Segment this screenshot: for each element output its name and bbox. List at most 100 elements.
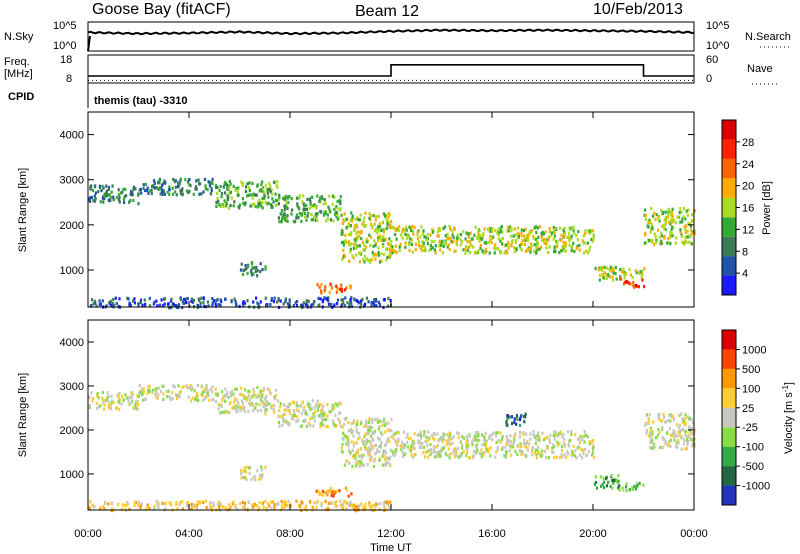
echo-cell [89,185,92,189]
echo-cell [231,502,234,506]
echo-cell [453,227,456,231]
echo-cell [661,234,664,238]
echo-cell [313,415,316,419]
echo-cell [148,390,151,394]
echo-cell [367,420,371,424]
echo-cell [527,238,530,242]
echo-cell [554,430,557,434]
echo-cell [259,390,262,394]
echo-cell [563,453,566,457]
echo-cell [585,453,588,458]
echo-cell [300,213,303,217]
echo-cell [171,186,174,190]
echo-cell [515,248,518,252]
echo-cell [391,225,394,230]
echo-cell [422,229,425,233]
echo-cell [482,435,486,439]
echo-cell [610,269,613,273]
power-colorbar-label: Power [dB] [761,181,773,235]
echo-cell [365,240,368,244]
echo-cell [650,207,653,211]
echo-cell [522,442,526,446]
echo-cell [258,198,261,202]
echo-cell [225,507,228,511]
echo-cell [391,250,394,255]
echo-cell [297,404,300,408]
echo-cell [139,187,142,191]
echo-cell [349,218,352,222]
echo-cell [268,504,271,508]
echo-cell [214,392,218,396]
echo-cell [381,463,384,467]
echo-cell [670,232,673,236]
echo-cell [266,303,269,307]
echo-cell [643,267,646,271]
echo-cell [429,233,432,237]
echo-cell [264,184,267,188]
echo-cell [419,430,422,434]
echo-cell [507,229,510,233]
echo-cell [329,218,332,222]
echo-cell [146,186,149,190]
echo-cell [687,222,690,226]
echo-cell [101,390,104,395]
echo-cell [401,230,404,234]
echo-cell [633,285,636,289]
echo-cell [333,303,336,307]
echo-cell [455,448,458,452]
echo-cell [442,244,445,248]
echo-cell [636,482,639,486]
echo-cell [275,184,278,188]
echo-cell [366,239,369,243]
echo-cell [274,394,277,398]
echo-cell [304,302,307,307]
echo-cell [444,451,447,455]
echo-cell [661,436,664,440]
echo-cell [222,185,225,189]
echo-cell [649,230,652,234]
echo-cell [363,304,366,308]
echo-cell [242,407,245,411]
echo-cell [95,304,98,308]
echo-cell [343,422,346,427]
echo-cell [678,413,681,417]
echo-cell [138,391,141,395]
echo-cell [534,448,537,452]
echo-cell [499,440,502,444]
echo-cell [369,418,372,422]
echo-cell [651,238,654,242]
echo-cell [525,454,528,458]
echo-cell [313,300,316,304]
echo-cell [514,233,517,237]
echo-cell [377,225,380,229]
echo-cell [615,478,618,482]
echo-cell [495,440,498,444]
echo-cell [330,493,333,497]
echo-cell [214,302,217,306]
echo-cell [676,434,679,438]
echo-cell [378,450,381,454]
beam-title: Beam 12 [355,3,419,20]
echo-cell [225,393,229,397]
echo-cell [614,265,617,270]
echo-cell [282,501,285,505]
echo-cell [690,219,694,223]
echo-cell [355,451,358,455]
echo-cell [519,431,522,435]
echo-cell [157,181,160,185]
echo-cell [262,405,265,409]
echo-cell [533,243,536,247]
echo-cell [242,300,245,304]
echo-cell [276,502,279,506]
echo-cell [500,438,503,442]
echo-cell [417,240,421,244]
echo-cell [270,204,273,208]
echo-cell [427,449,430,453]
echo-cell [206,392,209,396]
echo-cell [500,237,504,241]
echo-cell [568,239,571,243]
echo-cell [490,237,494,241]
echo-cell [529,437,532,441]
echo-cell [470,440,473,444]
